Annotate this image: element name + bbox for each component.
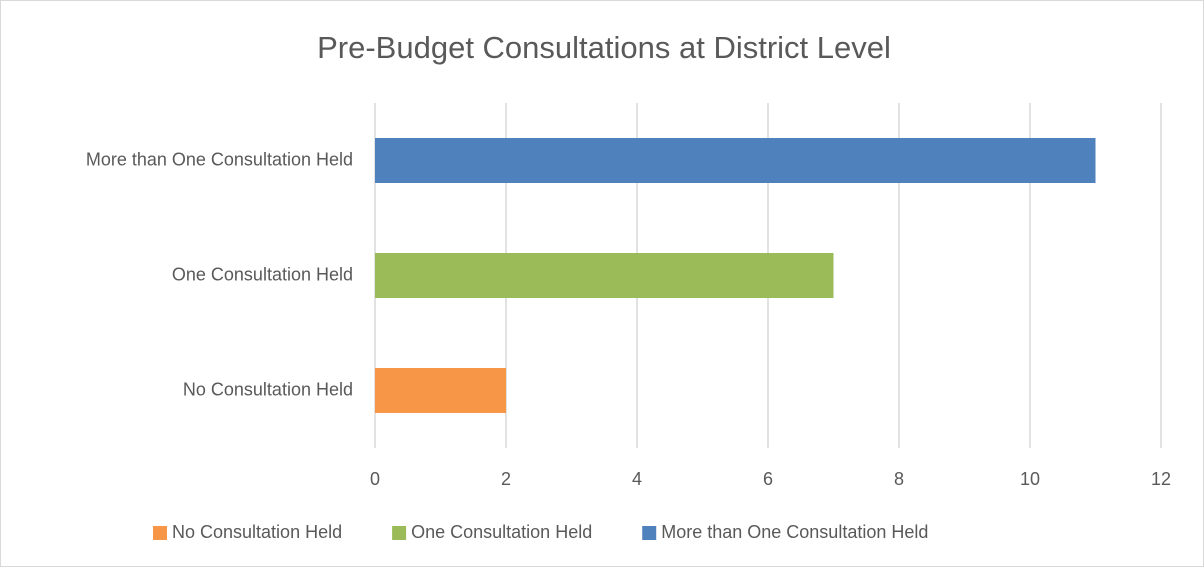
x-tick-label: 2	[501, 469, 511, 489]
y-tick-label: More than One Consultation Held	[86, 149, 353, 169]
y-tick-label: No Consultation Held	[183, 379, 353, 399]
legend-label: More than One Consultation Held	[661, 522, 928, 542]
x-tick-label: 12	[1151, 469, 1171, 489]
legend-label: One Consultation Held	[411, 522, 592, 542]
x-tick-label: 10	[1020, 469, 1040, 489]
x-tick-label: 6	[763, 469, 773, 489]
bar	[375, 368, 506, 413]
x-tick-label: 0	[370, 469, 380, 489]
x-tick-label: 4	[632, 469, 642, 489]
y-tick-label: One Consultation Held	[172, 264, 353, 284]
bar	[375, 138, 1096, 183]
legend-swatch	[642, 526, 657, 540]
legend-swatch	[392, 526, 407, 540]
bar	[375, 253, 834, 298]
legend-swatch	[153, 526, 167, 540]
legend-label: No Consultation Held	[172, 522, 342, 542]
x-tick-label: 8	[894, 469, 904, 489]
chart-title: Pre-Budget Consultations at District Lev…	[317, 30, 891, 65]
